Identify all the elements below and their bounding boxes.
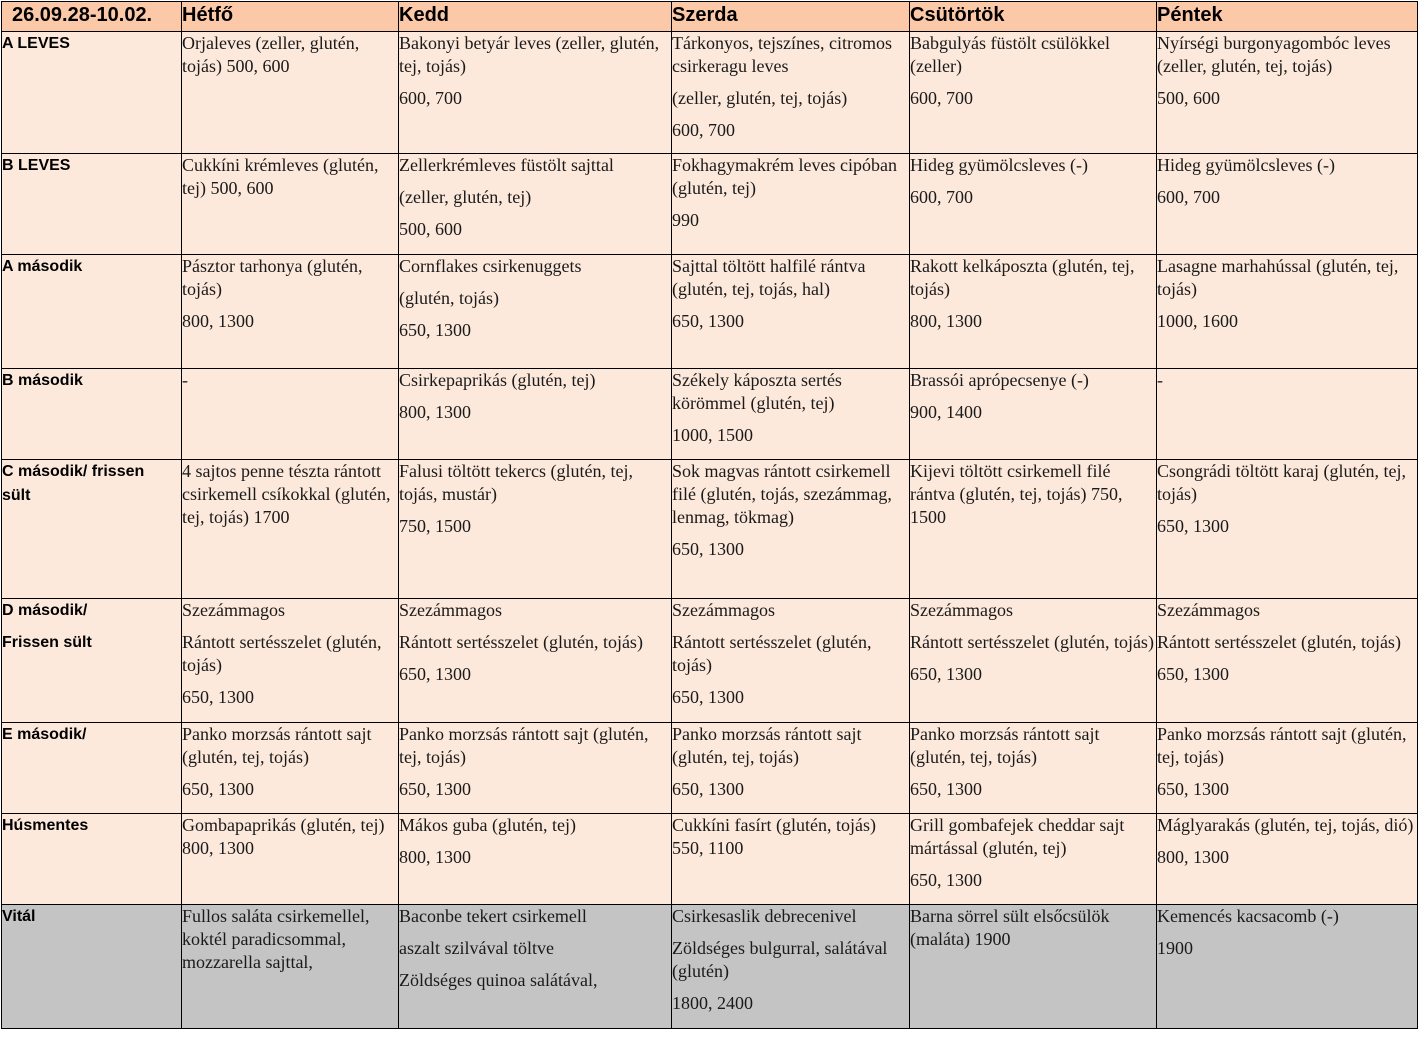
row-label: A második — [1, 254, 182, 369]
row-label: Húsmentes — [1, 813, 182, 905]
menu-cell: Lasagne marhahússal (glutén, tej, tojás)… — [1156, 254, 1418, 369]
menu-row-e-masodik: E második/ Panko morzsás rántott sajt (g… — [1, 722, 1418, 814]
menu-cell: Sok magvas rántott csirkemell filé (glut… — [671, 459, 910, 599]
menu-row-vital: Vitál Fullos saláta csirkemellel, koktél… — [1, 904, 1418, 1029]
menu-cell: Barna sörrel sült elsőcsülök (maláta) 19… — [909, 904, 1157, 1029]
menu-cell: Székely káposzta sertés körömmel (glutén… — [671, 368, 910, 460]
menu-cell: Falusi töltött tekercs (glutén, tej, toj… — [398, 459, 672, 599]
menu-cell: Hideg gyümölcsleves (-) 600, 700 — [1156, 153, 1418, 255]
menu-cell: Panko morzsás rántott sajt (glutén, tej,… — [1156, 722, 1418, 814]
menu-cell: 4 sajtos penne tészta rántott csirkemell… — [181, 459, 399, 599]
menu-cell: Nyírségi burgonyagombóc leves (zeller, g… — [1156, 31, 1418, 154]
menu-row-b-leves: B LEVES Cukkíni krémleves (glutén, tej) … — [1, 153, 1418, 255]
menu-cell: Kemencés kacsacomb (-) 1900 — [1156, 904, 1418, 1029]
day-header-thursday: Csütörtök — [909, 1, 1157, 32]
menu-cell: Kijevi töltött csirkemell filé rántva (g… — [909, 459, 1157, 599]
menu-cell: Csirkesaslik debrecenivel Zöldséges bulgu… — [671, 904, 910, 1029]
menu-cell: Szezámmagos Rántott sertésszelet (glutén,… — [181, 598, 399, 723]
menu-row-husmentes: Húsmentes Gombapaprikás (glutén, tej) 80… — [1, 813, 1418, 905]
menu-cell: Szezámmagos Rántott sertésszelet (glutén,… — [909, 598, 1157, 723]
menu-cell: Cornflakes csirkenuggets (glutén, tojás) 6… — [398, 254, 672, 369]
day-header-tuesday: Kedd — [398, 1, 672, 32]
menu-cell: Tárkonyos, tejszínes, citromos csirkerag… — [671, 31, 910, 154]
row-label: Vitál — [1, 904, 182, 1029]
menu-row-b-masodik: B második - Csirkepaprikás (glutén, tej)… — [1, 368, 1418, 460]
row-label: B második — [1, 368, 182, 460]
day-header-friday: Péntek — [1156, 1, 1418, 32]
menu-cell: Máglyarakás (glutén, tej, tojás, dió) 800… — [1156, 813, 1418, 905]
menu-row-c-masodik: C második/ frissen sült 4 sajtos penne té… — [1, 459, 1418, 599]
menu-cell: Panko morzsás rántott sajt (glutén, tej,… — [398, 722, 672, 814]
row-label: A LEVES — [1, 31, 182, 154]
menu-cell: Cukkíni fasírt (glutén, tojás) 550, 1100 — [671, 813, 910, 905]
menu-cell: Csongrádi töltött karaj (glutén, tej, to… — [1156, 459, 1418, 599]
menu-cell: Sajttal töltött halfilé rántva (glutén, … — [671, 254, 910, 369]
row-label: C második/ frissen sült — [1, 459, 182, 599]
menu-cell: Gombapaprikás (glutén, tej) 800, 1300 — [181, 813, 399, 905]
menu-cell: Szezámmagos Rántott sertésszelet (glutén,… — [671, 598, 910, 723]
date-range-header: 26.09.28-10.02. — [1, 1, 182, 32]
menu-cell: Fokhagymakrém leves cipóban (glutén, tej… — [671, 153, 910, 255]
menu-cell: Szezámmagos Rántott sertésszelet (glutén,… — [398, 598, 672, 723]
menu-cell: Babgulyás füstölt csülökkel (zeller) 600,… — [909, 31, 1157, 154]
menu-row-d-masodik: D második/Frissen sült Szezámmagos Rántot… — [1, 598, 1418, 723]
menu-cell: Fullos saláta csirkemellel, koktél parad… — [181, 904, 399, 1029]
menu-cell: Panko morzsás rántott sajt (glutén, tej,… — [181, 722, 399, 814]
menu-cell: Pásztor tarhonya (glutén, tojás) 800, 130… — [181, 254, 399, 369]
menu-cell: Szezámmagos Rántott sertésszelet (glutén,… — [1156, 598, 1418, 723]
menu-cell: Panko morzsás rántott sajt (glutén, tej,… — [909, 722, 1157, 814]
menu-cell: - — [181, 368, 399, 460]
menu-cell: Csirkepaprikás (glutén, tej) 800, 1300 — [398, 368, 672, 460]
menu-row-a-leves: A LEVES Orjaleves (zeller, glutén, tojás… — [1, 31, 1418, 154]
menu-cell: Hideg gyümölcsleves (-) 600, 700 — [909, 153, 1157, 255]
row-label: D második/Frissen sült — [1, 598, 182, 723]
header-row: 26.09.28-10.02. Hétfő Kedd Szerda Csütör… — [1, 1, 1418, 32]
day-header-monday: Hétfő — [181, 1, 399, 32]
menu-cell: Cukkíni krémleves (glutén, tej) 500, 600 — [181, 153, 399, 255]
menu-cell: - — [1156, 368, 1418, 460]
menu-cell: Zellerkrémleves füstölt sajttal (zeller, … — [398, 153, 672, 255]
menu-cell: Rakott kelkáposzta (glutén, tej, tojás) 8… — [909, 254, 1157, 369]
menu-cell: Grill gombafejek cheddar sajt mártással … — [909, 813, 1157, 905]
menu-cell: Orjaleves (zeller, glutén, tojás) 500, 6… — [181, 31, 399, 154]
menu-cell: Brassói aprópecsenye (-) 900, 1400 — [909, 368, 1157, 460]
day-header-wednesday: Szerda — [671, 1, 910, 32]
menu-cell: Mákos guba (glutén, tej) 800, 1300 — [398, 813, 672, 905]
row-label: E második/ — [1, 722, 182, 814]
row-label: B LEVES — [1, 153, 182, 255]
menu-cell: Panko morzsás rántott sajt (glutén, tej,… — [671, 722, 910, 814]
menu-row-a-masodik: A második Pásztor tarhonya (glutén, tojá… — [1, 254, 1418, 369]
menu-cell: Bakonyi betyár leves (zeller, glutén, te… — [398, 31, 672, 154]
menu-cell: Baconbe tekert csirkemell aszalt szilváva… — [398, 904, 672, 1029]
